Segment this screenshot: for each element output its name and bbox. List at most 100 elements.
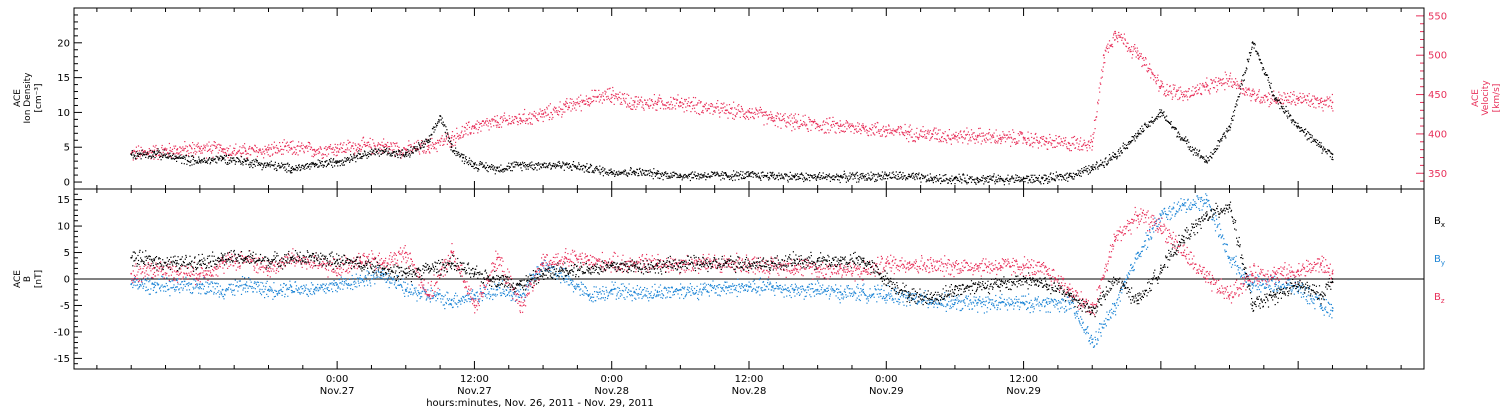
by-series-point: [153, 283, 156, 286]
density-series-point: [679, 174, 682, 177]
velocity-series-point: [450, 136, 453, 139]
bx-series-point: [336, 259, 338, 262]
by-series-point: [656, 291, 659, 294]
bz-series-point: [519, 304, 522, 307]
time-axis: 0:00Nov.2712:00Nov.270:00Nov.2812:00Nov.…: [96, 8, 1402, 397]
density-series-point: [1114, 153, 1116, 156]
density-series-point: [725, 174, 727, 177]
b-tick-label: 10: [57, 222, 70, 233]
bz-series-point: [267, 267, 270, 270]
density-series-point: [1182, 139, 1185, 142]
velocity-series-point: [862, 126, 865, 129]
bx-series-point: [725, 262, 727, 264]
by-series-point: [587, 294, 590, 296]
density-series-point: [862, 175, 865, 178]
velocity-tick-label: 400: [1428, 129, 1447, 140]
density-series-point: [176, 156, 178, 159]
by-series-point: [748, 286, 750, 288]
velocity-series-point: [931, 133, 933, 135]
by-series-point: [1320, 304, 1322, 307]
top-panel-frame: [73, 7, 1425, 190]
bx-series-point: [359, 262, 361, 264]
velocity-series-point: [1320, 101, 1322, 104]
bz-series-point: [221, 262, 224, 264]
bx-series-point: [267, 259, 270, 262]
density-series-point: [404, 153, 407, 156]
b-field-axis-label: ACE B [nT]: [13, 270, 44, 288]
velocity-series-point: [976, 134, 979, 137]
bx-series-point: [1114, 278, 1116, 280]
bx-series-point: [1320, 294, 1322, 296]
density-series-point: [1205, 160, 1208, 163]
bz-series-point: [816, 267, 819, 270]
density-series-point: [450, 146, 453, 149]
bz-series-point: [954, 264, 956, 267]
velocity-series-point: [244, 150, 247, 153]
bx-series-point: [908, 294, 911, 296]
date-tick-label: Nov.28: [594, 386, 629, 397]
density-series-point: [439, 115, 441, 117]
velocity-series-point: [1114, 30, 1116, 33]
density-series-point: [382, 149, 384, 152]
velocity-series-point: [793, 121, 796, 123]
density-series-point: [702, 174, 705, 177]
time-tick-label: 12:00: [460, 374, 489, 385]
bx-series-point: [610, 264, 613, 267]
velocity-tick-label: 500: [1428, 51, 1447, 62]
by-series-point: [816, 288, 819, 291]
velocity-series-point: [1160, 85, 1162, 88]
bx-series-point: [565, 267, 567, 270]
density-series-point: [290, 167, 293, 170]
bx-series-point: [221, 256, 224, 259]
density-series-point: [198, 160, 201, 163]
bz-series-point: [313, 262, 316, 264]
density-series-point: [633, 170, 636, 173]
bx-series-point: [1022, 278, 1025, 280]
velocity-axis-label-line1: ACE: [1471, 89, 1481, 107]
by-series-point: [130, 283, 133, 286]
density-series-point: [839, 175, 842, 178]
by-series-point: [336, 283, 338, 286]
bz-series-point: [1205, 278, 1208, 280]
by-series-point: [999, 301, 1002, 304]
density-series-point: [519, 163, 522, 166]
density-series-point: [999, 177, 1002, 180]
b-legend-by: By: [1434, 254, 1445, 267]
density-series-point: [496, 167, 499, 170]
velocity-series-point: [999, 136, 1002, 139]
by-series-point: [1091, 341, 1094, 344]
velocity-series-point: [702, 105, 705, 108]
density-series: [130, 41, 1334, 186]
bz-series-point: [1297, 270, 1300, 272]
velocity-series-point: [542, 113, 544, 116]
b-tick-label: 5: [64, 248, 70, 259]
bz-series-point: [1022, 264, 1025, 267]
by-series: [130, 193, 1334, 348]
bz-series-point: [633, 262, 636, 264]
bx-series-point: [382, 267, 384, 270]
bz-series-point: [656, 262, 659, 264]
bz-series-point: [542, 262, 544, 264]
bz-series-point: [130, 272, 133, 275]
density-series-point: [267, 163, 270, 166]
bx-series-point: [496, 278, 499, 280]
bx-series-point: [587, 267, 590, 270]
by-series-point: [1022, 301, 1025, 304]
density-axis-label: ACE Ion Density [cm⁻³]: [13, 72, 44, 124]
bz-series-point: [908, 262, 911, 264]
density-tick-label: 5: [64, 143, 70, 154]
velocity-series-point: [336, 147, 338, 150]
density-series-point: [1274, 97, 1277, 100]
by-series-point: [1182, 204, 1185, 206]
bx-series: [130, 201, 1334, 318]
density-series-point: [153, 151, 156, 154]
density-series-point: [793, 175, 796, 178]
bz-series-point: [1068, 288, 1071, 291]
bx-series-point: [954, 288, 956, 291]
density-series-point: [221, 156, 224, 159]
velocity-tick-label: 350: [1428, 169, 1447, 180]
velocity-series-point: [359, 144, 361, 147]
by-series-point: [244, 283, 247, 286]
velocity-axis-label-line3: [km/s]: [1492, 84, 1500, 113]
velocity-series-point: [1022, 136, 1025, 139]
